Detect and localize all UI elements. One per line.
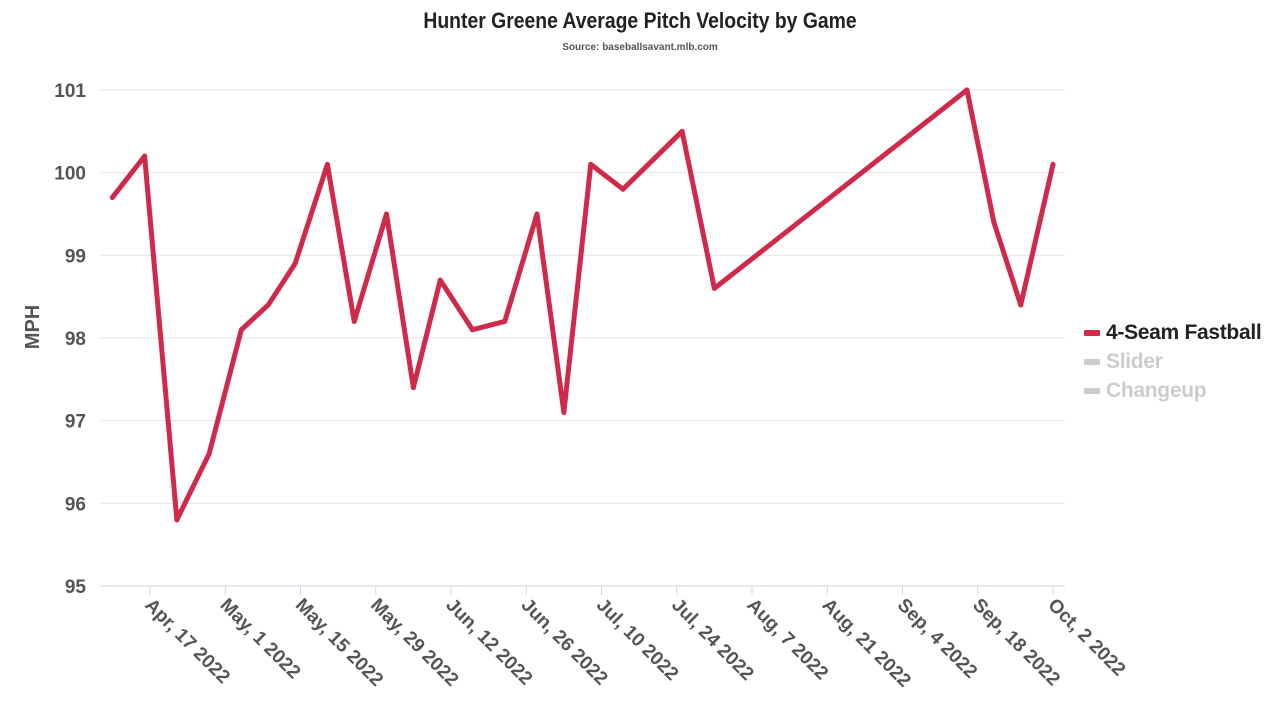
legend-swatch-icon: [1084, 329, 1100, 336]
data-point: [991, 219, 997, 225]
y-axis-label: MPH: [22, 305, 44, 349]
data-point: [324, 161, 330, 167]
chart-title: Hunter Greene Average Pitch Velocity by …: [423, 8, 857, 33]
data-point: [470, 327, 475, 333]
data-point: [964, 87, 970, 93]
data-point: [679, 128, 685, 134]
y-tick-label: 99: [65, 246, 86, 267]
data-point: [620, 186, 626, 192]
data-point: [109, 194, 115, 200]
data-point: [534, 211, 540, 217]
data-point: [292, 261, 298, 267]
y-tick-label: 98: [65, 329, 86, 350]
data-point: [410, 385, 416, 391]
y-tick-label: 101: [54, 81, 86, 102]
y-tick-label: 100: [54, 164, 86, 185]
legend-swatch-icon: [1084, 358, 1100, 365]
data-point: [711, 285, 717, 291]
data-point: [238, 327, 244, 333]
legend-item-changeup[interactable]: Changeup: [1084, 376, 1261, 405]
y-tick-label: 96: [65, 494, 86, 515]
data-point: [206, 451, 212, 457]
data-point: [437, 277, 443, 283]
data-point: [561, 409, 567, 415]
data-point: [588, 161, 594, 167]
legend-label: Changeup: [1106, 378, 1207, 402]
chart-subtitle: Source: baseballsavant.mlb.com: [562, 42, 718, 53]
legend-swatch-icon: [1084, 387, 1100, 394]
data-point: [502, 318, 508, 324]
legend-label: Slider: [1106, 349, 1163, 373]
data-point: [351, 318, 357, 324]
data-point: [384, 211, 389, 217]
series-line-4-seam-fastball: [109, 87, 1056, 523]
data-point: [142, 153, 148, 159]
legend-item-4-seam-fastball[interactable]: 4-Seam Fastball: [1084, 318, 1262, 347]
y-tick-label: 97: [65, 412, 86, 433]
y-tick-label: 95: [65, 577, 87, 598]
legend: 4-Seam Fastball Slider Changeup: [1084, 318, 1262, 405]
legend-item-slider[interactable]: Slider: [1084, 347, 1261, 376]
data-point: [174, 517, 180, 523]
data-point: [265, 302, 271, 308]
data-point: [1050, 161, 1056, 167]
legend-label: 4-Seam Fastball: [1106, 320, 1262, 344]
data-point: [1018, 302, 1024, 308]
